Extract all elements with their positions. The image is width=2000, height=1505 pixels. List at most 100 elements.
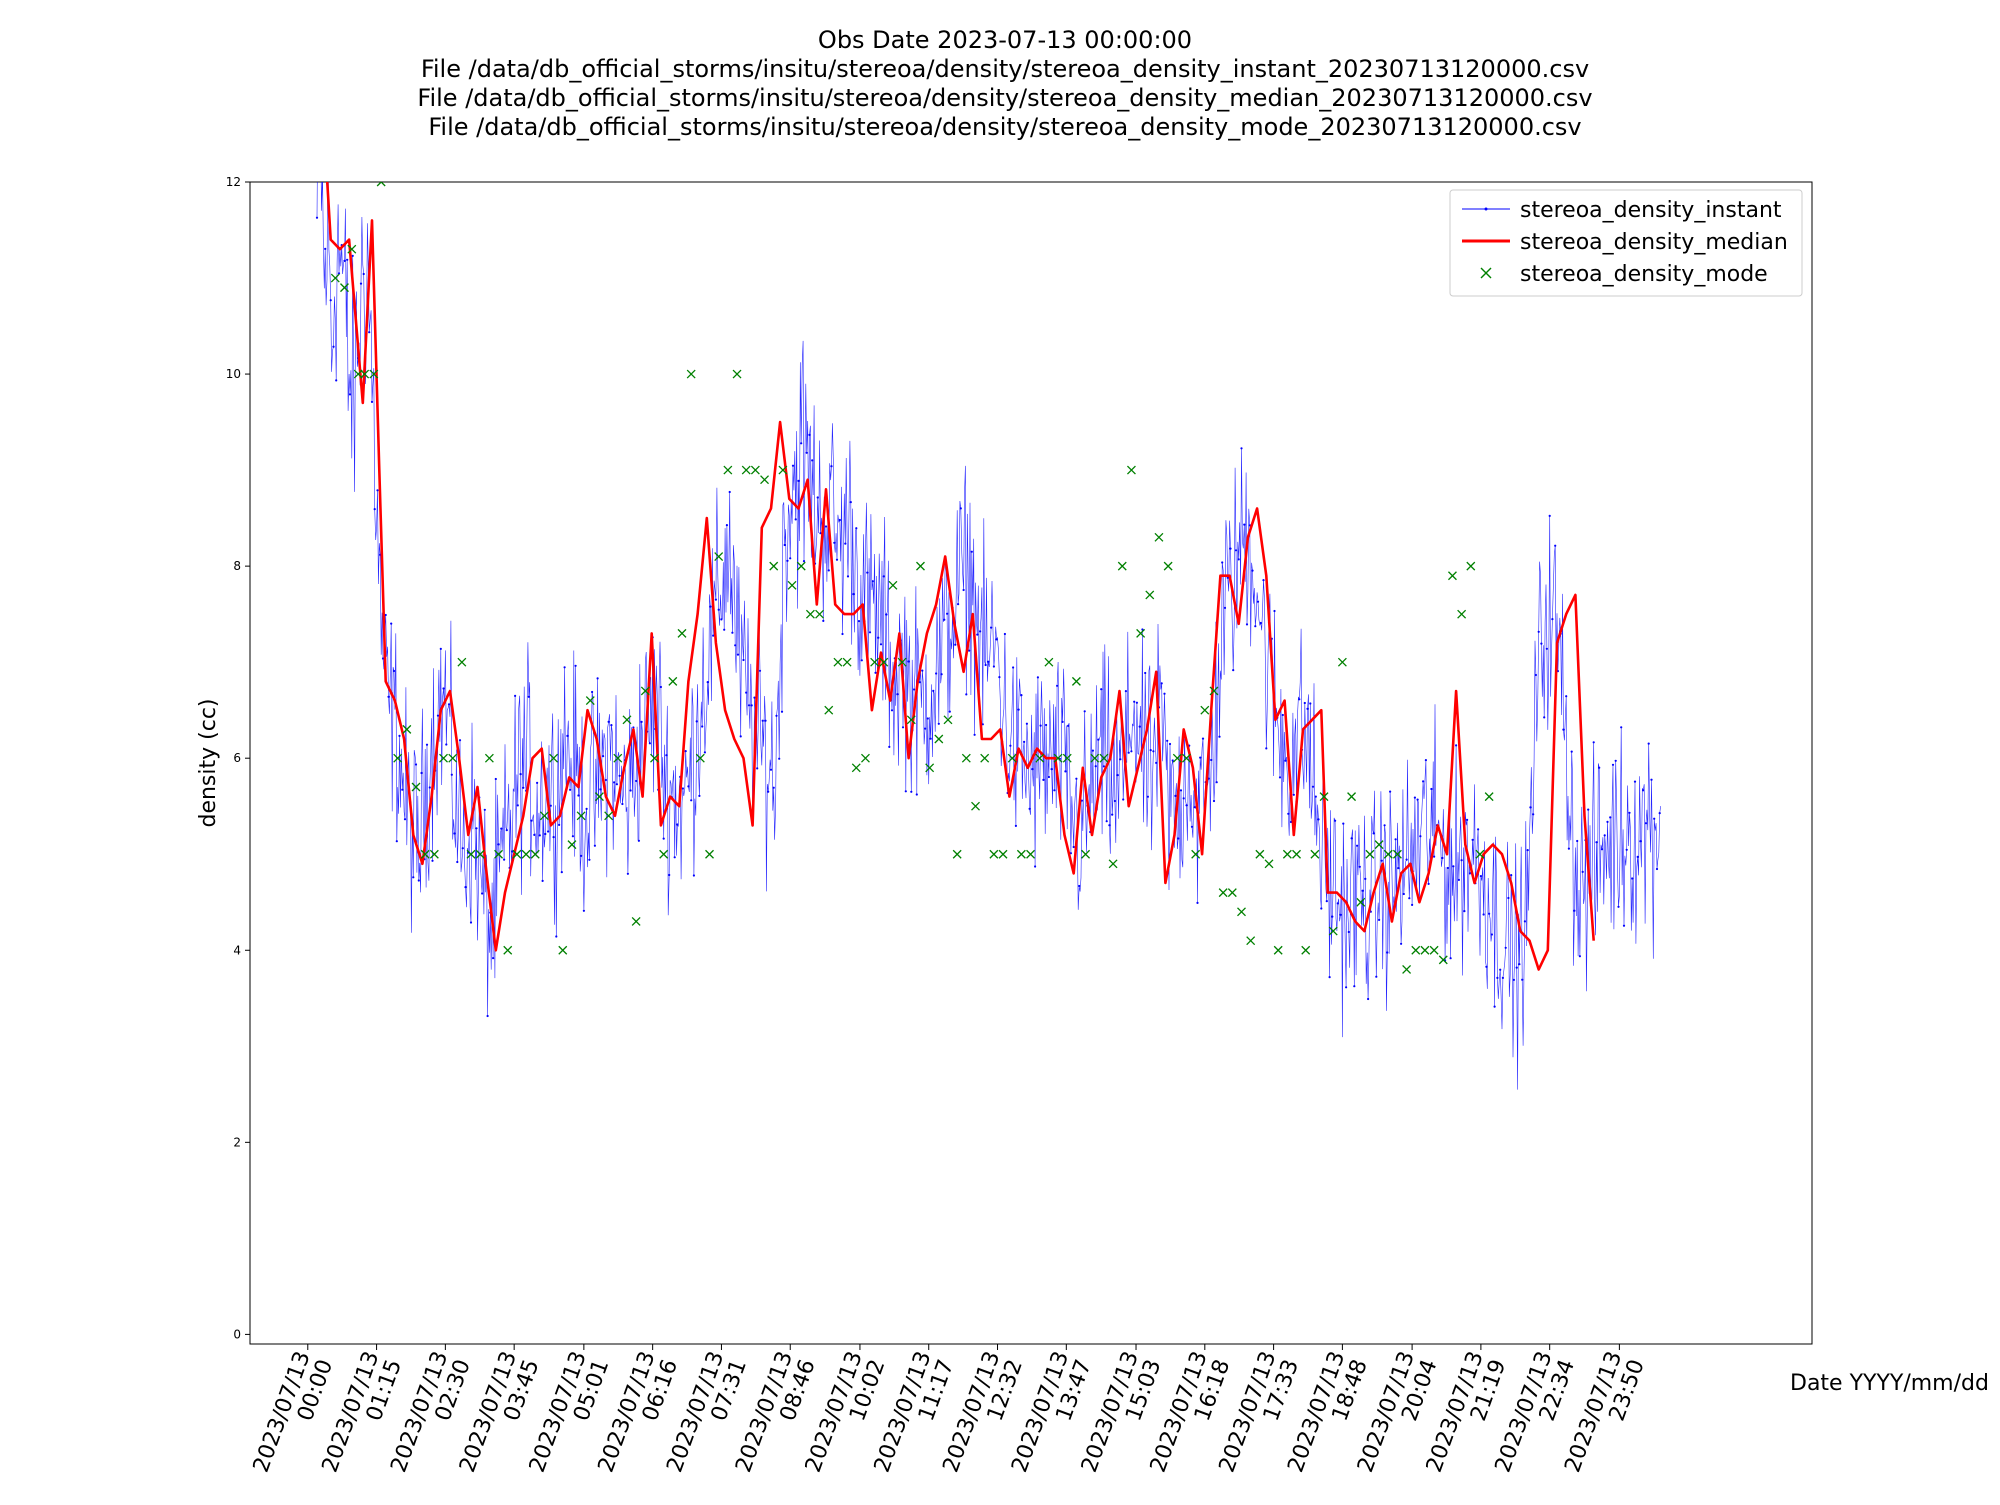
instant-point xyxy=(464,886,467,889)
legend-marker-mode xyxy=(1480,267,1492,279)
instant-point xyxy=(979,630,982,633)
mode-point xyxy=(340,283,349,293)
instant-point xyxy=(1028,807,1031,810)
instant-point xyxy=(569,788,572,791)
instant-point xyxy=(1199,756,1202,759)
chart-title: Obs Date 2023-07-13 00:00:00 File /data/… xyxy=(417,26,1592,141)
instant-point xyxy=(992,665,996,668)
instant-point xyxy=(1014,824,1018,828)
instant-point xyxy=(560,871,563,874)
instant-point xyxy=(1532,813,1535,816)
instant-point xyxy=(816,496,819,499)
mode-point xyxy=(705,849,714,859)
instant-point xyxy=(596,677,599,680)
mode-point xyxy=(1457,609,1467,619)
instant-point xyxy=(1193,806,1196,809)
x-axis-label: Date YYYY/mm/dd xyxy=(1790,1371,1989,1396)
instant-point xyxy=(852,593,855,596)
instant-point xyxy=(1325,900,1328,903)
mode-point xyxy=(1255,849,1265,859)
instant-point xyxy=(940,673,943,676)
instant-point xyxy=(1430,787,1433,791)
instant-point xyxy=(915,793,918,796)
instant-point xyxy=(324,247,327,250)
instant-point xyxy=(1278,776,1282,779)
instant-point xyxy=(1287,812,1290,815)
instant-point xyxy=(811,459,814,462)
mode-point xyxy=(640,686,650,696)
instant-point xyxy=(1138,725,1141,728)
instant-point xyxy=(976,633,979,636)
instant-point xyxy=(819,532,822,535)
mode-point xyxy=(1438,955,1448,965)
instant-point xyxy=(1320,907,1323,910)
mode-point xyxy=(558,945,568,955)
instant-point xyxy=(1061,720,1064,724)
mode-point xyxy=(1411,945,1421,955)
instant-point xyxy=(1067,724,1070,728)
mode-point xyxy=(1356,897,1366,907)
instant-point xyxy=(681,787,685,790)
mode-point xyxy=(439,753,448,763)
instant-point xyxy=(990,626,993,629)
instant-point xyxy=(1190,825,1194,828)
instant-point xyxy=(593,844,597,847)
instant-point xyxy=(351,254,354,257)
y-tick-label-1: 2 xyxy=(233,1135,241,1149)
instant-point xyxy=(1292,793,1295,796)
instant-point xyxy=(494,777,497,781)
instant-point xyxy=(736,653,740,656)
mode-point xyxy=(530,849,540,859)
instant-point xyxy=(1146,795,1149,798)
instant-point xyxy=(921,669,924,672)
instant-point xyxy=(1298,698,1301,701)
instant-point xyxy=(343,259,346,262)
instant-point xyxy=(943,618,946,621)
instant-point xyxy=(492,957,495,960)
instant-point xyxy=(1433,855,1436,858)
instant-point xyxy=(1144,671,1147,675)
instant-point xyxy=(1614,759,1617,762)
instant-point xyxy=(946,612,949,615)
instant-point xyxy=(1606,820,1609,824)
instant-point xyxy=(871,580,874,583)
instant-point xyxy=(731,631,734,634)
instant-point xyxy=(381,657,385,660)
instant-point xyxy=(1232,669,1235,672)
instant-point xyxy=(588,858,591,861)
mode-point xyxy=(888,580,898,590)
mode-point xyxy=(1117,561,1127,571)
instant-point xyxy=(728,490,731,494)
instant-point xyxy=(1009,744,1012,747)
instant-point xyxy=(1130,750,1133,753)
y-tick-label-2: 4 xyxy=(233,943,241,957)
instant-point xyxy=(420,771,423,775)
instant-point xyxy=(1113,799,1116,803)
instant-point xyxy=(1595,841,1598,844)
mode-point xyxy=(677,628,687,638)
mode-point xyxy=(1475,849,1485,859)
instant-point xyxy=(684,750,687,753)
title-line-0: Obs Date 2023-07-13 00:00:00 xyxy=(818,26,1192,54)
mode-point xyxy=(1227,888,1237,898)
instant-point xyxy=(1056,684,1059,687)
instant-point xyxy=(403,818,407,821)
instant-point xyxy=(1185,804,1188,807)
instant-point xyxy=(910,790,913,793)
instant-point xyxy=(745,691,748,694)
mode-point xyxy=(1292,849,1301,859)
instant-point xyxy=(1229,547,1232,550)
mode-point xyxy=(1337,657,1347,667)
instant-point xyxy=(1210,758,1213,762)
instant-point xyxy=(392,669,396,673)
instant-point xyxy=(725,524,729,527)
instant-point xyxy=(1598,766,1601,769)
instant-point xyxy=(937,722,940,725)
instant-point xyxy=(1160,682,1163,685)
instant-point xyxy=(1215,781,1218,784)
mode-point xyxy=(503,945,513,955)
mode-point xyxy=(1026,849,1036,859)
mode-point xyxy=(1218,888,1228,898)
instant-point xyxy=(431,859,434,862)
instant-point xyxy=(1493,1005,1496,1008)
